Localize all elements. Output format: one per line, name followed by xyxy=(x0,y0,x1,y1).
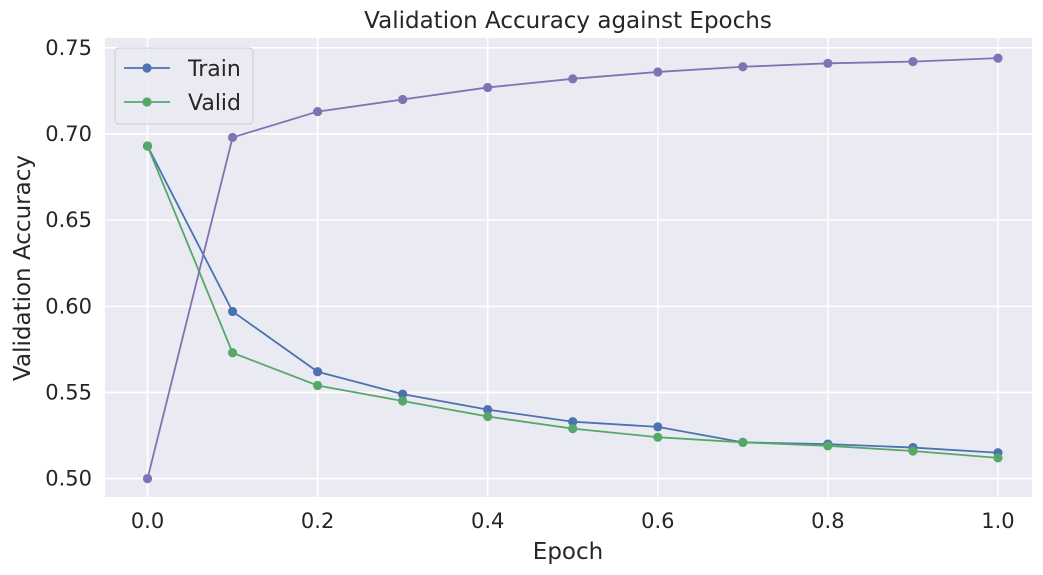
y-tick-label: 0.55 xyxy=(45,380,92,404)
data-point xyxy=(398,396,408,406)
legend-marker xyxy=(142,63,152,73)
data-point xyxy=(823,441,833,451)
x-axis-ticks: 0.0 0.2 0.4 0.6 0.8 1.0 xyxy=(131,509,1015,533)
x-tick-label: 0.8 xyxy=(811,509,844,533)
x-tick-label: 0.4 xyxy=(471,509,504,533)
data-point xyxy=(483,411,493,422)
series-layer xyxy=(142,53,1003,484)
data-point xyxy=(483,405,493,415)
data-point xyxy=(568,423,578,434)
y-tick-label: 0.75 xyxy=(45,36,92,60)
data-point xyxy=(993,453,1003,463)
x-tick-label: 1.0 xyxy=(981,509,1014,533)
legend-label: Valid xyxy=(188,91,241,116)
data-point xyxy=(908,57,918,67)
y-tick-label: 0.50 xyxy=(45,467,92,491)
data-point xyxy=(823,58,833,68)
legend-item: Train xyxy=(124,57,241,82)
data-point xyxy=(738,437,748,447)
grid xyxy=(105,38,1032,497)
x-tick-label: 0.2 xyxy=(301,509,334,533)
data-point xyxy=(398,389,408,399)
data-point xyxy=(653,422,663,432)
data-point xyxy=(313,367,323,377)
legend-label: Train xyxy=(187,57,241,82)
y-tick-label: 0.65 xyxy=(45,208,92,232)
legend-item: Valid xyxy=(124,91,241,116)
data-point xyxy=(908,446,918,456)
data-point xyxy=(568,74,578,84)
data-point xyxy=(142,141,153,151)
data-point xyxy=(313,380,323,391)
data-point xyxy=(142,473,153,484)
data-point xyxy=(227,132,238,143)
series-valid xyxy=(142,141,1003,463)
y-axis-label: Validation Accuracy xyxy=(10,155,36,381)
x-axis-label: Epoch xyxy=(533,539,603,565)
data-point xyxy=(227,306,238,317)
x-tick-label: 0.0 xyxy=(131,509,164,533)
data-point xyxy=(738,62,748,72)
data-point xyxy=(227,348,238,358)
y-tick-label: 0.70 xyxy=(45,122,92,146)
data-point xyxy=(653,432,663,442)
y-tick-label: 0.60 xyxy=(45,294,92,318)
data-point xyxy=(653,67,663,77)
data-point xyxy=(483,82,493,93)
y-axis-ticks: 0.50 0.55 0.60 0.65 0.70 0.75 xyxy=(45,36,92,491)
data-point xyxy=(398,94,408,105)
data-point xyxy=(313,106,323,117)
legend-marker xyxy=(142,97,152,107)
series-unlabeled xyxy=(142,53,1003,484)
chart-title: Validation Accuracy against Epochs xyxy=(364,8,772,34)
x-tick-label: 0.6 xyxy=(641,509,674,533)
legend: Train Valid xyxy=(114,47,254,125)
data-point xyxy=(993,53,1003,63)
data-point xyxy=(568,417,578,427)
